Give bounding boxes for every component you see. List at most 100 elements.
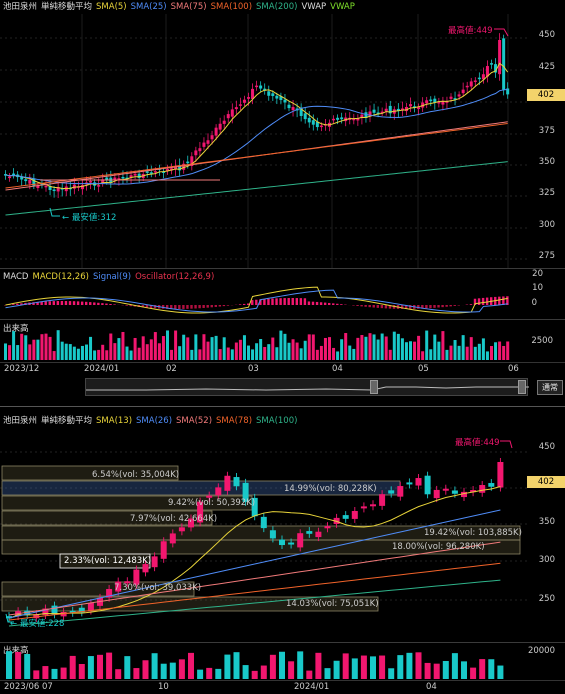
volume-profile-box (59, 553, 151, 569)
candle (332, 118, 336, 121)
date-label: 02 (166, 364, 177, 374)
volume-bar (490, 346, 493, 360)
candle (42, 608, 49, 616)
candle (445, 101, 449, 103)
sma52-line (8, 541, 501, 616)
macd-histogram-bar (68, 301, 72, 305)
profile-label: 2.33%(vol: 12,483K) (64, 556, 152, 566)
volume-bar (206, 667, 213, 679)
volume-bar (470, 667, 477, 679)
volume-bar (469, 337, 473, 360)
volume-bar (392, 331, 396, 360)
macd-histogram-bar (437, 305, 440, 308)
candle (101, 179, 105, 184)
volume-title: 出来高 (3, 324, 29, 334)
macd-histogram-bar (97, 302, 100, 305)
weekly-price-chart[interactable]: 池田泉州 単純移動平均 SMA(13) SMA(26) SMA(52) SMA(78) SM… (0, 410, 565, 642)
candle (324, 526, 331, 529)
volume-bar (32, 339, 36, 360)
candle (481, 74, 485, 80)
range-left-handle[interactable] (370, 380, 378, 394)
volume-bar (315, 652, 322, 679)
volume-bar (78, 663, 85, 679)
volume-bar (433, 334, 437, 360)
volume-profile-box (1, 539, 521, 555)
candle (384, 108, 388, 112)
range-right-handle[interactable] (518, 380, 526, 394)
macd-histogram-bar (226, 305, 230, 306)
candle (451, 490, 458, 494)
candle (48, 186, 52, 190)
sma13-line (8, 485, 501, 619)
macd-panel[interactable]: MACD MACD(12,26) Signal(9) Oscillator(12,26… (0, 269, 565, 319)
macd-histogram-bar (364, 305, 367, 307)
volume-bar (210, 337, 214, 360)
macd-histogram-bar (174, 305, 177, 309)
volume-bar (188, 652, 194, 679)
volume-bar (226, 347, 230, 360)
volume-bar (352, 348, 356, 360)
candle (485, 66, 489, 77)
volume-bar (251, 670, 258, 679)
volume-bar (42, 666, 49, 679)
volume-bar (473, 346, 477, 360)
candle (194, 150, 198, 156)
candle (151, 556, 158, 568)
volume-bar (214, 335, 218, 360)
candle (437, 101, 441, 104)
normal-mode-button[interactable]: 通常 (537, 380, 563, 395)
volume-bar (141, 336, 145, 360)
volume-bar (485, 351, 489, 360)
macd-histogram-bar (20, 303, 23, 305)
candle (142, 564, 149, 573)
profile-label: 7.30%(vol: 39,033K) (114, 583, 202, 593)
candle (137, 173, 141, 178)
daily-volume-panel[interactable]: 出来高 2500 (0, 320, 565, 362)
volume-bar (121, 331, 125, 360)
candle (372, 109, 376, 113)
y-tick: 450 (538, 442, 555, 452)
candle (206, 140, 210, 144)
volume-bar (106, 652, 113, 679)
candle (198, 148, 202, 152)
candle (28, 179, 32, 184)
volume-bar (295, 342, 299, 360)
volume-bar (397, 655, 404, 679)
macd-histogram-bar (441, 305, 444, 308)
candle (417, 107, 421, 110)
profile-label: 14.03%(vol: 75,051K) (286, 599, 379, 609)
candle (303, 113, 307, 120)
volume-bar (85, 344, 88, 360)
macd-histogram-bar (194, 305, 197, 309)
volume-bar (481, 338, 485, 360)
range-navigator[interactable] (85, 378, 529, 396)
candle (251, 497, 258, 517)
volume-bar (336, 351, 340, 360)
volume-bar (360, 335, 364, 360)
candle (36, 185, 40, 189)
candle (133, 173, 137, 176)
sma25-line (5, 88, 508, 185)
volume-bar (218, 349, 222, 360)
candle (251, 88, 255, 99)
candle (206, 495, 213, 498)
candle (182, 163, 186, 170)
daily-price-chart[interactable]: 池田泉州 単純移動平均 SMA(5) SMA(25) SMA(75) SMA(100) SM… (0, 0, 565, 268)
volume-bar (388, 349, 392, 360)
weekly-volume-panel[interactable]: 出来高 20000 (0, 642, 565, 680)
volume-bar (457, 345, 461, 360)
volume-bar (442, 660, 449, 679)
sma200-line (5, 161, 508, 216)
volume-bar (16, 345, 20, 360)
macd-histogram-bar (101, 303, 104, 305)
candle (498, 40, 502, 75)
candle (404, 106, 408, 112)
volume-bar (109, 333, 113, 360)
candle (260, 516, 267, 529)
date-label: 10 (158, 682, 169, 692)
volume-bar (356, 337, 360, 360)
legend-item: SMA(78) (216, 416, 253, 426)
candle (125, 177, 129, 180)
volume-bar (400, 338, 404, 360)
volume-bar (115, 669, 122, 679)
